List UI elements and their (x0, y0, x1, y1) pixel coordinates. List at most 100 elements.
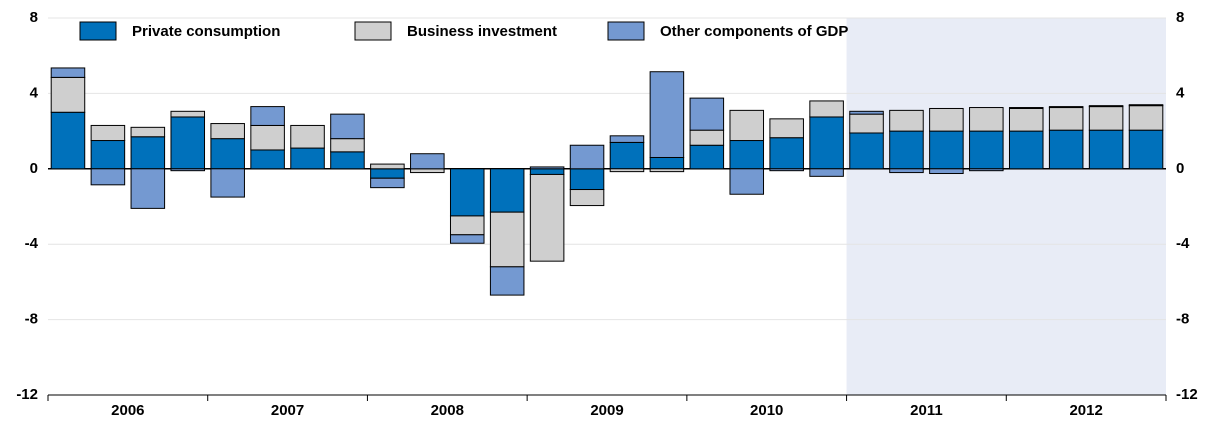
bar-segment (1048, 129, 1084, 170)
bar-segment (1008, 107, 1044, 132)
bar-segment (649, 71, 685, 158)
bar-segment (809, 100, 844, 118)
bar-segment (90, 124, 126, 142)
bar-segment (769, 168, 804, 172)
bar-segment (330, 113, 365, 140)
x-tick-label: 2006 (111, 402, 144, 419)
bar-segment (210, 123, 245, 140)
y-tick-label: -12 (16, 386, 38, 403)
bar-segment (290, 147, 325, 170)
bar-segment (969, 130, 1004, 170)
bar-segment (489, 266, 525, 296)
x-tick-label: 2009 (590, 402, 623, 419)
bar-segment (1048, 107, 1084, 131)
bar-segment (290, 124, 325, 149)
x-tick-label: 2008 (431, 402, 464, 419)
x-tick-label: 2010 (750, 402, 783, 419)
bar-segment (729, 168, 765, 195)
bar-segment (889, 109, 924, 132)
bar-segment (969, 107, 1004, 132)
y-tick-label: -8 (25, 311, 38, 328)
bar-segment (410, 168, 445, 174)
x-tick-label: 2007 (271, 402, 304, 419)
bar-segment (889, 130, 924, 170)
bar-segment (649, 156, 685, 170)
bar-segment (849, 110, 884, 115)
bar-segment (1048, 106, 1084, 109)
bar-segment (130, 168, 166, 209)
y-tick-label: 0 (30, 160, 38, 177)
bar-segment (210, 138, 245, 170)
bar-segment (330, 138, 365, 153)
bar-segment (849, 113, 884, 134)
bar-segment (1128, 129, 1164, 170)
bar-segment (250, 124, 285, 151)
bar-segment (489, 211, 525, 268)
bar-segment (769, 137, 804, 170)
y-tick-label: 4 (30, 84, 39, 101)
bar-segment (170, 116, 206, 170)
legend-swatch (79, 21, 117, 41)
bar-segment (50, 76, 86, 113)
legend-label: Other components of GDP (660, 23, 848, 40)
bar-segment (609, 168, 645, 173)
bar-segment (90, 168, 126, 186)
bar-segment (689, 97, 725, 131)
bar-segment (729, 140, 765, 170)
bar-segment (809, 116, 844, 170)
bar-segment (370, 177, 405, 189)
legend-label: Private consumption (132, 23, 280, 40)
bar-segment (929, 107, 964, 132)
bar-segment (130, 126, 166, 138)
y-tick-label: 8 (30, 9, 38, 26)
bar-segment (1088, 129, 1124, 170)
bar-segment (449, 168, 485, 217)
y2-tick-label: -4 (1176, 235, 1190, 252)
bar-segment (449, 234, 485, 244)
bar-segment (529, 166, 565, 170)
bar-segment (250, 106, 285, 126)
bar-segment (529, 173, 565, 262)
bar-segment (1088, 105, 1124, 108)
forecast-shade (846, 18, 1166, 395)
bar-segment (569, 144, 605, 170)
bar-segment (1008, 107, 1044, 109)
bar-segment (929, 130, 964, 170)
legend-swatch (607, 21, 645, 41)
bar-segment (929, 168, 964, 175)
legend-label: Business investment (407, 23, 557, 40)
bar-segment (729, 109, 765, 142)
bar-segment (170, 168, 206, 172)
bar-segment (1128, 105, 1164, 131)
bar-segment (889, 168, 924, 174)
x-tick-label: 2012 (1069, 402, 1102, 419)
y2-tick-label: 4 (1176, 84, 1185, 101)
bar-segment (449, 215, 485, 236)
y2-tick-label: -12 (1176, 386, 1198, 403)
bar-segment (410, 153, 445, 170)
bar-segment (969, 168, 1004, 172)
y-tick-label: -4 (25, 235, 39, 252)
y2-tick-label: 0 (1176, 160, 1184, 177)
bar-segment (769, 118, 804, 139)
bar-segment (370, 168, 405, 179)
bar-segment (1128, 104, 1164, 107)
bar-segment (809, 168, 844, 177)
x-tick-label: 2011 (910, 402, 943, 419)
bar-segment (50, 67, 86, 78)
bar-segment (609, 141, 645, 170)
bar-segment (689, 144, 725, 170)
bar-segment (170, 110, 206, 118)
bar-segment (130, 136, 166, 170)
bar-segment (1008, 130, 1044, 170)
bar-segment (489, 168, 525, 213)
bar-segment (50, 111, 86, 170)
y2-tick-label: 8 (1176, 9, 1184, 26)
bar-segment (569, 168, 605, 191)
bar-segment (649, 168, 685, 173)
bar-segment (210, 168, 245, 198)
y2-tick-label: -8 (1176, 311, 1189, 328)
bar-segment (370, 163, 405, 170)
bar-segment (849, 132, 884, 170)
